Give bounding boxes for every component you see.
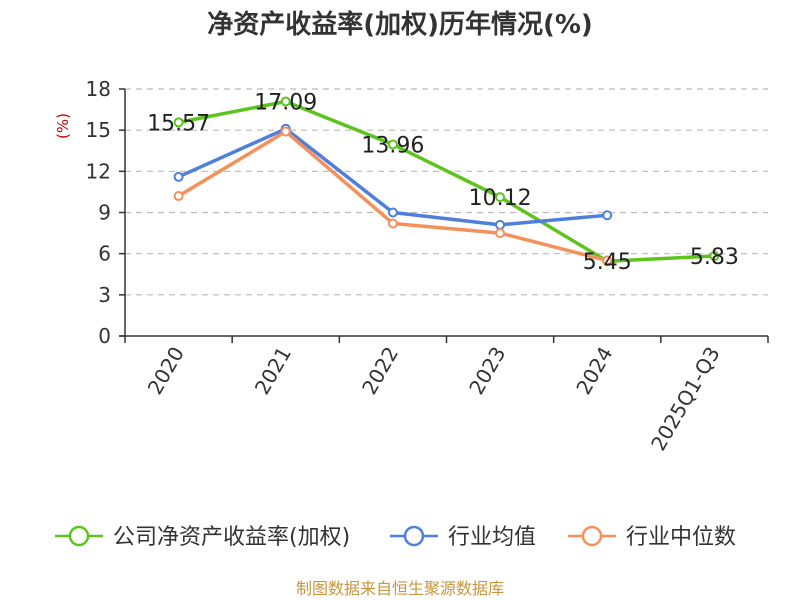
data-point bbox=[495, 228, 506, 239]
data-point bbox=[173, 171, 184, 182]
y-tick-label: 9 bbox=[98, 201, 111, 225]
legend-marker bbox=[403, 525, 425, 547]
data-label: 13.96 bbox=[361, 133, 424, 158]
data-point bbox=[280, 126, 291, 137]
source-note: 制图数据来自恒生聚源数据库 bbox=[296, 579, 504, 598]
legend-label: 行业均值 bbox=[448, 525, 536, 550]
data-point bbox=[495, 219, 506, 230]
legend: 公司净资产收益率(加权) 行业均值 行业中位数 bbox=[55, 525, 736, 550]
data-point bbox=[387, 218, 398, 229]
y-tick-label: 0 bbox=[98, 324, 111, 348]
legend-marker bbox=[581, 525, 603, 547]
chart-title: 净资产收益率(加权)历年情况(%) bbox=[207, 9, 593, 40]
x-tick-label: 2024 bbox=[571, 343, 617, 399]
data-point bbox=[387, 207, 398, 218]
series-lines bbox=[173, 96, 720, 267]
legend-label: 公司净资产收益率(加权) bbox=[113, 525, 350, 550]
x-tick-label: 2020 bbox=[143, 343, 189, 399]
data-labels: 15.57 17.09 13.96 10.12 5.45 5.83 bbox=[147, 90, 739, 275]
data-point bbox=[173, 191, 184, 202]
y-axis-label: (%) bbox=[54, 113, 72, 139]
y-tick-label: 12 bbox=[86, 159, 111, 183]
series-line-0 bbox=[178, 99, 715, 263]
x-tick-label: 2021 bbox=[250, 343, 296, 399]
data-label: 5.45 bbox=[583, 250, 632, 275]
data-point bbox=[387, 139, 398, 150]
y-tick-label: 3 bbox=[98, 283, 111, 307]
data-label: 15.57 bbox=[147, 111, 210, 136]
legend-marker bbox=[68, 525, 90, 547]
data-point bbox=[602, 210, 613, 221]
data-label: 5.83 bbox=[690, 245, 739, 270]
data-point bbox=[709, 250, 720, 261]
data-point bbox=[495, 192, 506, 203]
data-point bbox=[173, 117, 184, 128]
data-label: 17.09 bbox=[254, 90, 317, 115]
x-tick-label: 2025Q1-Q3 bbox=[646, 343, 725, 455]
gridlines bbox=[125, 88, 768, 296]
x-tick-label: 2022 bbox=[357, 343, 403, 399]
y-tick-label: 18 bbox=[86, 77, 111, 101]
data-point bbox=[602, 255, 613, 266]
legend-label: 行业中位数 bbox=[626, 525, 736, 550]
data-label: 10.12 bbox=[469, 186, 532, 211]
y-tick-label: 6 bbox=[98, 242, 111, 266]
x-tick-label: 2023 bbox=[464, 343, 510, 399]
y-tick-label: 15 bbox=[86, 118, 111, 142]
data-point bbox=[280, 96, 291, 107]
